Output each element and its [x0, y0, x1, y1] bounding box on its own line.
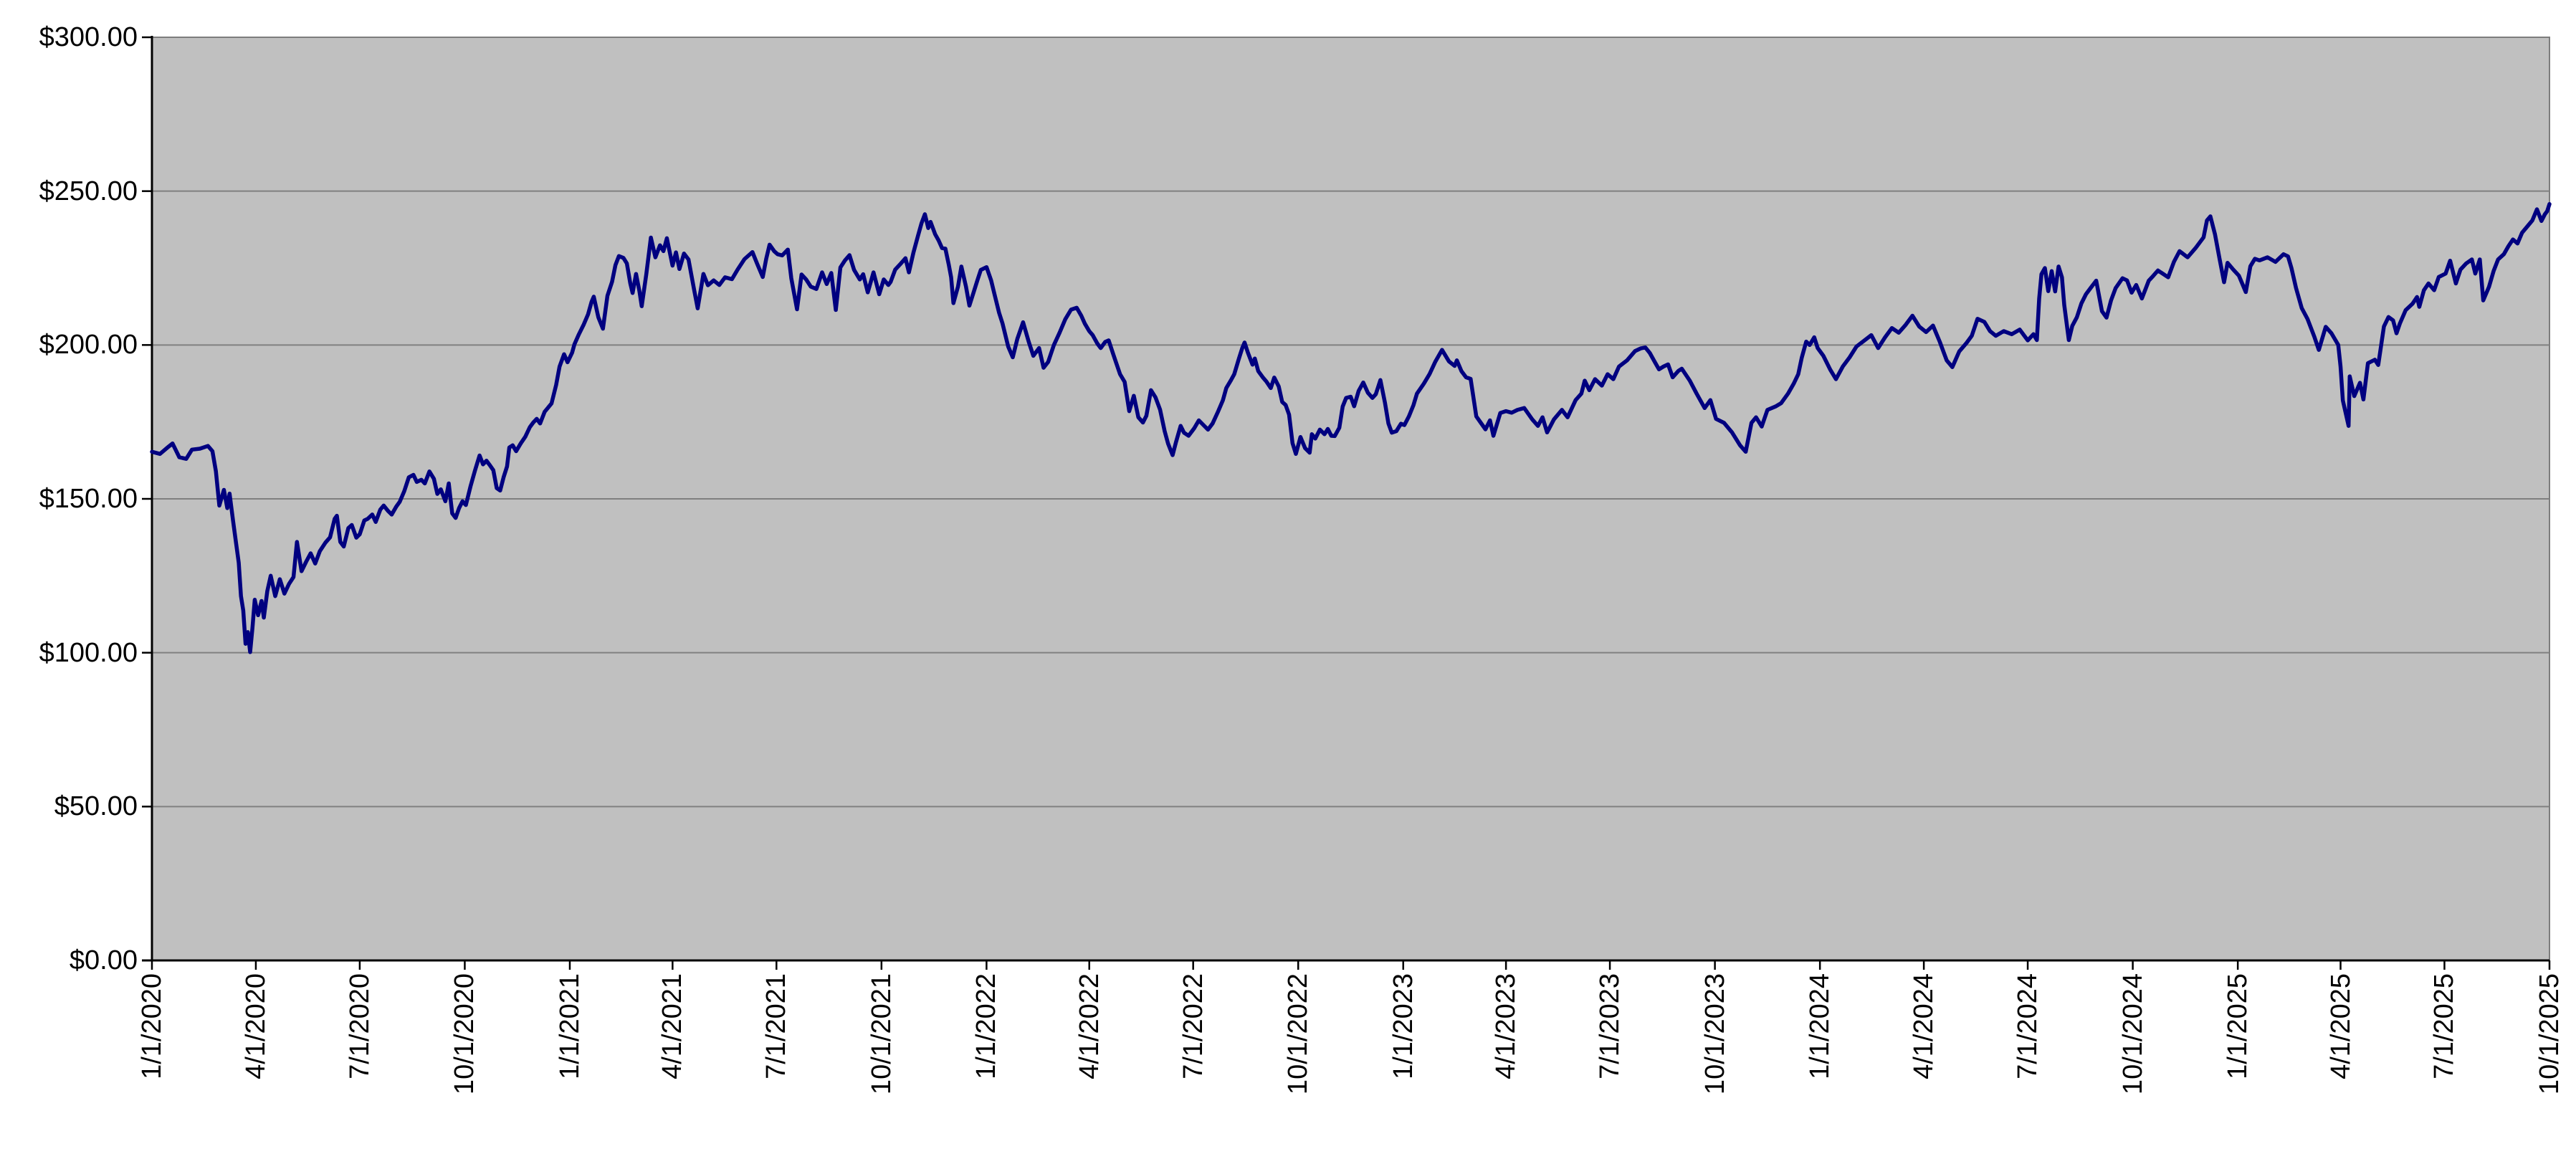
x-axis-label: 7/1/2022: [1178, 973, 1208, 1079]
x-axis-label: 10/1/2025: [2534, 973, 2565, 1095]
x-axis-label: 10/1/2020: [449, 973, 480, 1095]
x-axis-label: 1/1/2023: [1388, 973, 1418, 1079]
x-axis-label: 10/1/2024: [2117, 973, 2148, 1095]
x-axis-label: 7/1/2020: [344, 973, 375, 1079]
x-axis-label: 4/1/2021: [657, 973, 688, 1079]
y-axis-label: $300.00: [39, 22, 138, 52]
x-axis-label: 1/1/2022: [971, 973, 1002, 1079]
x-axis-label: 4/1/2022: [1074, 973, 1105, 1079]
x-axis-label: 7/1/2024: [2013, 973, 2043, 1079]
x-axis-label: 10/1/2023: [1699, 973, 1730, 1095]
y-axis-label: $150.00: [39, 484, 138, 514]
x-axis-label: 7/1/2025: [2429, 973, 2460, 1079]
x-axis-label: 4/1/2024: [1909, 973, 1940, 1079]
y-axis-label: $50.00: [54, 791, 138, 822]
x-axis-label: 4/1/2023: [1491, 973, 1522, 1079]
x-axis-label: 1/1/2020: [137, 973, 167, 1079]
price-line-series: [150, 201, 2552, 654]
x-axis-label: 1/1/2024: [1805, 973, 1836, 1079]
y-axis-label: $100.00: [39, 637, 138, 668]
y-axis-label: $0.00: [69, 945, 138, 975]
x-axis-label: 4/1/2020: [240, 973, 271, 1079]
x-axis-label: 1/1/2025: [2223, 973, 2253, 1079]
x-axis-label: 10/1/2021: [866, 973, 897, 1095]
x-axis-label: 10/1/2022: [1283, 973, 1314, 1095]
x-axis-label: 7/1/2023: [1595, 973, 1626, 1079]
y-axis-label: $200.00: [39, 330, 138, 361]
x-axis-label: 4/1/2025: [2325, 973, 2356, 1079]
y-axis-label: $250.00: [39, 176, 138, 206]
x-axis-label: 1/1/2021: [554, 973, 585, 1079]
x-axis-label: 7/1/2021: [761, 973, 792, 1079]
